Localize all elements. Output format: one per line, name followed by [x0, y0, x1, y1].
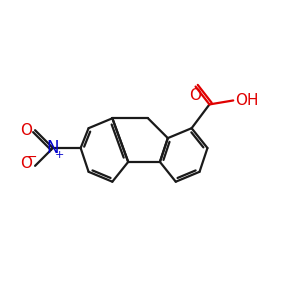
Text: N: N [47, 139, 59, 157]
Text: O: O [190, 88, 202, 103]
Text: O: O [20, 156, 32, 171]
Text: −: − [27, 150, 38, 164]
Text: +: + [55, 150, 64, 160]
Text: OH: OH [235, 93, 259, 108]
Text: O: O [20, 123, 32, 138]
